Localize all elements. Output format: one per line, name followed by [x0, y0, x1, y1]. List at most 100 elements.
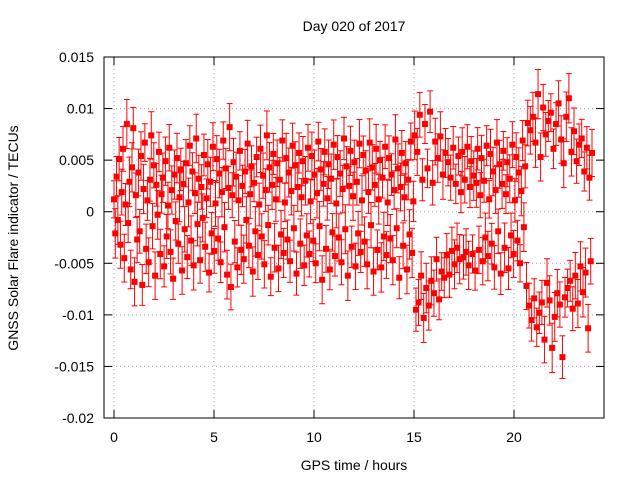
- data-point: [535, 91, 542, 98]
- data-point: [298, 194, 305, 201]
- data-point: [207, 178, 214, 185]
- data-point: [536, 309, 543, 316]
- data-point: [441, 274, 448, 281]
- data-point: [419, 176, 426, 183]
- data-point: [428, 277, 435, 284]
- data-point: [513, 154, 520, 161]
- data-point: [447, 174, 454, 181]
- data-point: [438, 268, 445, 275]
- data-point: [189, 168, 196, 175]
- data-point: [578, 135, 585, 142]
- data-point: [457, 189, 464, 196]
- data-point: [145, 259, 152, 266]
- data-point: [284, 236, 291, 243]
- data-point: [572, 272, 579, 279]
- data-point: [217, 259, 224, 266]
- data-point: [382, 143, 389, 150]
- data-point: [116, 156, 123, 163]
- data-point: [263, 132, 270, 139]
- data-point: [586, 174, 593, 181]
- data-point: [387, 235, 394, 242]
- data-point: [257, 145, 264, 152]
- data-point: [416, 111, 423, 118]
- data-point: [409, 249, 416, 256]
- data-point: [146, 176, 153, 183]
- data-point: [140, 186, 147, 193]
- data-point: [528, 317, 535, 324]
- data-point: [531, 295, 538, 302]
- x-tick-label: 5: [210, 429, 218, 445]
- data-point: [280, 249, 287, 256]
- data-point: [314, 190, 321, 197]
- data-point: [370, 268, 377, 275]
- data-point: [265, 222, 272, 229]
- data-point: [315, 138, 322, 145]
- data-point: [358, 197, 365, 204]
- data-point: [393, 225, 400, 232]
- data-point: [234, 264, 241, 271]
- y-tick-label: -0.015: [54, 358, 94, 374]
- data-point: [574, 300, 581, 307]
- data-point: [429, 179, 436, 186]
- data-point: [475, 246, 482, 253]
- data-point: [154, 211, 161, 218]
- data-point: [329, 229, 336, 236]
- data-point: [502, 191, 509, 198]
- data-point: [411, 132, 418, 139]
- data-point: [424, 165, 431, 172]
- data-point: [262, 187, 269, 194]
- data-point: [339, 186, 346, 193]
- data-point: [357, 248, 364, 255]
- data-point: [293, 270, 300, 277]
- data-point: [209, 143, 216, 150]
- data-point: [364, 261, 371, 268]
- data-point: [455, 153, 462, 160]
- data-point: [126, 178, 133, 185]
- data-point: [167, 248, 174, 255]
- x-axis-title: GPS time / hours: [301, 457, 408, 473]
- data-point: [385, 155, 392, 162]
- data-point: [366, 139, 373, 146]
- data-point: [526, 302, 533, 309]
- data-point: [461, 176, 468, 183]
- data-point: [258, 233, 265, 240]
- data-point: [312, 260, 319, 267]
- data-point: [554, 290, 561, 297]
- data-point: [394, 165, 401, 172]
- data-point: [509, 141, 516, 148]
- data-point: [465, 262, 472, 269]
- data-point: [369, 164, 376, 171]
- data-point: [319, 276, 326, 283]
- data-point: [249, 268, 256, 275]
- data-point: [383, 252, 390, 259]
- data-point: [456, 256, 463, 263]
- data-point: [469, 251, 476, 258]
- data-point: [396, 274, 403, 281]
- data-point: [311, 171, 318, 178]
- data-point: [276, 176, 283, 183]
- data-point: [301, 262, 308, 269]
- data-point: [378, 264, 385, 271]
- data-point: [544, 279, 551, 286]
- data-point: [563, 113, 570, 120]
- data-point: [353, 178, 360, 185]
- data-point: [135, 169, 142, 176]
- data-point: [289, 142, 296, 149]
- data-point: [569, 305, 576, 312]
- data-point: [388, 171, 395, 178]
- data-point: [355, 230, 362, 237]
- data-point: [296, 149, 303, 156]
- data-point: [468, 158, 475, 165]
- data-point: [495, 228, 502, 235]
- data-point: [437, 133, 444, 140]
- data-point: [445, 159, 452, 166]
- data-point: [473, 179, 480, 186]
- data-point: [292, 162, 299, 169]
- data-point: [272, 196, 279, 203]
- data-point: [253, 154, 260, 161]
- data-point: [518, 188, 525, 195]
- data-point: [221, 224, 228, 231]
- data-point: [545, 117, 552, 124]
- data-point: [540, 104, 547, 111]
